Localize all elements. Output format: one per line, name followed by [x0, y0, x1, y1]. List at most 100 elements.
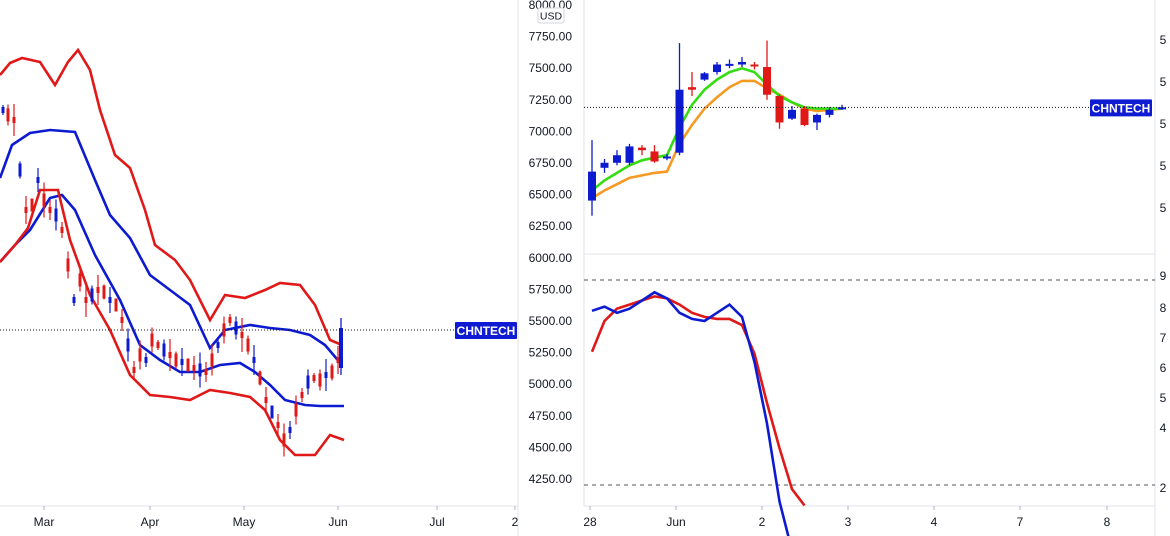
candle-body	[306, 375, 310, 389]
candle-body	[324, 372, 328, 378]
candle-body	[48, 207, 52, 213]
candle-body	[775, 96, 784, 123]
candle-body	[126, 338, 130, 352]
currency-badge	[537, 7, 565, 24]
right-chart-pane: 8000.007750.007500.007250.007000.006750.…	[529, 0, 1167, 536]
oscillator-axis-label: 6	[1160, 361, 1167, 375]
candle-body	[210, 353, 214, 367]
candle-body	[838, 107, 846, 110]
candle-body	[156, 342, 160, 348]
candle-body	[18, 163, 22, 177]
candle-body	[788, 109, 796, 119]
candle-body	[264, 397, 268, 403]
candle-body	[144, 357, 148, 363]
oscillator-axis-label: 4	[1160, 421, 1167, 435]
x-tick-label: 3	[845, 515, 852, 529]
candle-body	[825, 109, 834, 115]
candle-body	[102, 285, 106, 299]
x-tick-label: 4	[931, 515, 938, 529]
candle-body	[54, 208, 58, 222]
y-tick-label: 4250.00	[529, 472, 573, 486]
candle-body	[330, 365, 334, 379]
candle-body	[1, 107, 5, 113]
candle-body	[725, 63, 734, 66]
y-tick-label: 7250.00	[529, 93, 573, 107]
candle-body	[258, 371, 262, 385]
y-tick-label: 6500.00	[529, 188, 573, 202]
y-tick-label: 6000.00	[529, 251, 573, 265]
x-tick-label: 28	[583, 515, 597, 529]
oscillator-main-line	[591, 290, 790, 536]
candle-body	[763, 67, 771, 95]
candle-body	[234, 321, 238, 335]
candle-body	[6, 108, 10, 122]
candle-body	[613, 155, 621, 163]
candle-body	[180, 359, 184, 365]
candle-body	[276, 422, 280, 428]
candle-body	[800, 108, 809, 125]
y-tick-label: 7750.00	[529, 30, 573, 44]
right-axis-fragment: 5	[1160, 201, 1167, 215]
candle-body	[312, 375, 316, 381]
candle-body	[650, 151, 659, 162]
oscillator-axis-label: 5	[1160, 391, 1167, 405]
candle-body	[246, 338, 250, 352]
right-axis-fragment: 5	[1160, 75, 1167, 89]
x-tick-label: 2	[512, 515, 519, 529]
candle-body	[588, 171, 596, 201]
oscillator-axis-label: 9	[1160, 269, 1167, 283]
y-tick-label: 5500.00	[529, 314, 573, 328]
candle-body	[688, 87, 696, 90]
y-tick-label: 4500.00	[529, 440, 573, 454]
candle-body	[336, 357, 340, 363]
candle-body	[60, 227, 64, 233]
right-axis-fragment: 5	[1160, 33, 1167, 47]
bollinger-lower-band	[0, 188, 345, 457]
y-tick-label: 5250.00	[529, 346, 573, 360]
candle-body	[24, 207, 28, 213]
bollinger-upper-band	[0, 47, 343, 347]
candle-body	[663, 156, 671, 159]
y-tick-label: 4750.00	[529, 409, 573, 423]
candle-body	[738, 61, 746, 65]
moving-average-slow	[591, 79, 843, 200]
x-tick-label: 2	[759, 515, 766, 529]
x-tick-label: Jun	[666, 515, 685, 529]
y-tick-label: 6750.00	[529, 156, 573, 170]
candle-body	[339, 328, 343, 368]
candle-body	[813, 114, 821, 123]
x-tick-label: Jun	[328, 515, 347, 529]
right-axis-fragment: 5	[1160, 117, 1167, 131]
candle-body	[78, 273, 82, 287]
candle-body	[12, 117, 16, 123]
x-tick-label: 8	[1104, 515, 1111, 529]
candle-body	[192, 365, 196, 371]
candle-body	[204, 369, 208, 375]
candle-body	[300, 392, 304, 398]
currency-label: USD	[540, 11, 563, 23]
candle-body	[42, 193, 46, 207]
left-chart-pane: CHNTECH Mar Apr May Jun Jul 2	[0, 0, 519, 536]
candle-body	[240, 332, 244, 338]
candle-body	[198, 363, 202, 377]
candle-body	[750, 64, 759, 67]
candle-body	[252, 357, 256, 363]
candle-body	[120, 317, 124, 323]
candle-body	[138, 348, 142, 362]
oscillator-signal-line	[590, 295, 806, 507]
y-tick-label: 6250.00	[529, 219, 573, 233]
candle-body	[90, 288, 94, 302]
bollinger-middle-band	[0, 128, 343, 366]
x-tick-label: Apr	[141, 515, 160, 529]
symbol-price-label-text: CHNTECH	[1092, 101, 1151, 115]
candle-body	[168, 352, 172, 358]
candle-body	[108, 297, 112, 303]
candle-body	[638, 147, 646, 151]
x-tick-label: 7	[1017, 515, 1024, 529]
candle-body	[132, 367, 136, 373]
candle-body	[186, 358, 190, 372]
candle-body	[713, 64, 721, 73]
candle-body	[625, 146, 634, 163]
y-tick-label: 5750.00	[529, 282, 573, 296]
